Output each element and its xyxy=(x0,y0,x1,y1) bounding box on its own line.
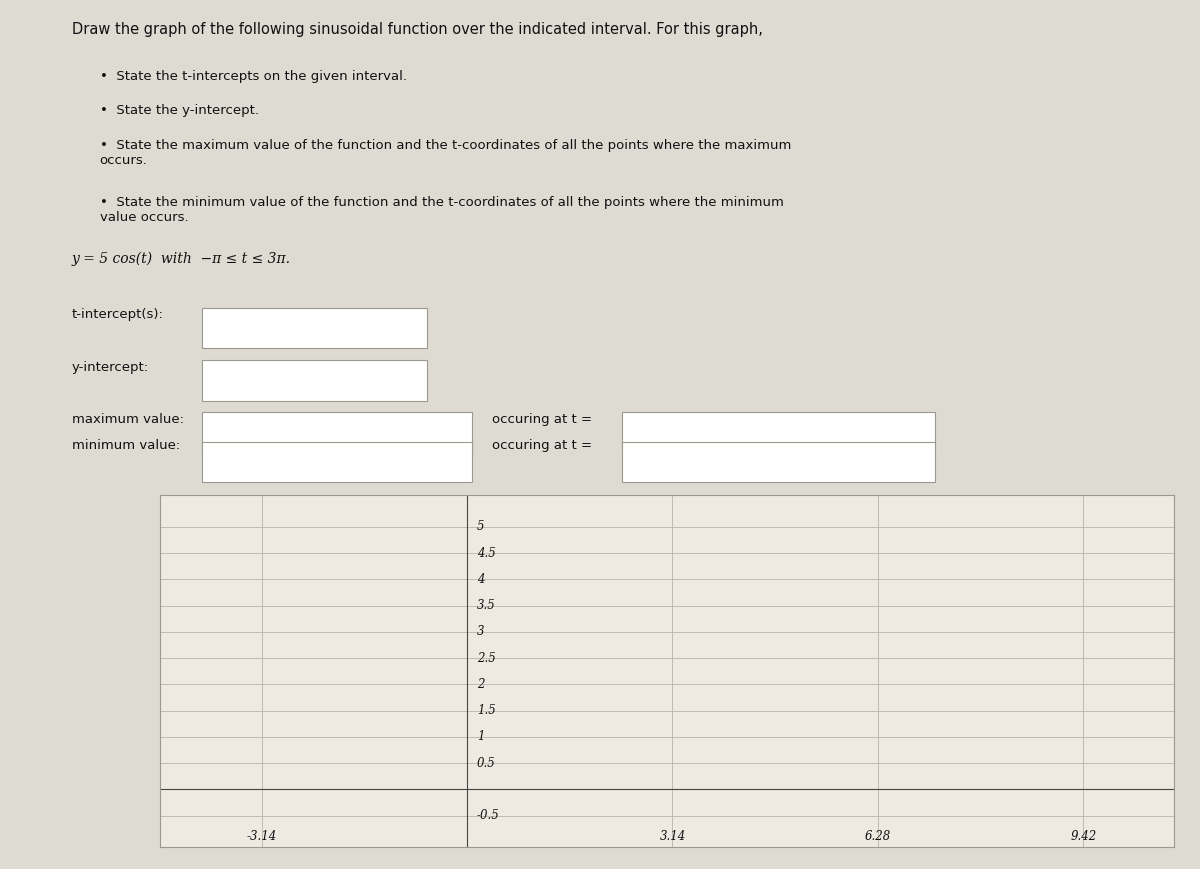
FancyBboxPatch shape xyxy=(203,412,472,453)
FancyBboxPatch shape xyxy=(203,308,427,348)
Text: •  State the y-intercept.: • State the y-intercept. xyxy=(100,104,259,117)
Text: occuring at t =: occuring at t = xyxy=(492,413,592,426)
Text: maximum value:: maximum value: xyxy=(72,413,184,426)
Text: 4.5: 4.5 xyxy=(476,547,496,560)
Text: y-intercept:: y-intercept: xyxy=(72,361,149,374)
Text: -3.14: -3.14 xyxy=(246,830,277,843)
Text: minimum value:: minimum value: xyxy=(72,440,180,452)
Text: 9.42: 9.42 xyxy=(1070,830,1097,843)
Text: occuring at t =: occuring at t = xyxy=(492,440,592,452)
Text: t-intercept(s):: t-intercept(s): xyxy=(72,308,164,322)
Text: •  State the maximum value of the function and the t-coordinates of all the poin: • State the maximum value of the functio… xyxy=(100,139,791,167)
FancyBboxPatch shape xyxy=(203,360,427,401)
FancyBboxPatch shape xyxy=(622,442,935,482)
Text: 6.28: 6.28 xyxy=(865,830,892,843)
Text: 5: 5 xyxy=(476,521,485,534)
Text: •  State the t-intercepts on the given interval.: • State the t-intercepts on the given in… xyxy=(100,70,407,83)
Text: 3.14: 3.14 xyxy=(659,830,685,843)
Text: 0.5: 0.5 xyxy=(476,757,496,770)
Text: 2: 2 xyxy=(476,678,485,691)
Text: Draw the graph of the following sinusoidal function over the indicated interval.: Draw the graph of the following sinusoid… xyxy=(72,22,763,36)
Text: 2.5: 2.5 xyxy=(476,652,496,665)
Text: 4: 4 xyxy=(476,573,485,586)
Text: 1.5: 1.5 xyxy=(476,704,496,717)
Text: -0.5: -0.5 xyxy=(476,809,499,822)
Text: 3: 3 xyxy=(476,626,485,639)
Text: •  State the minimum value of the function and the t-coordinates of all the poin: • State the minimum value of the functio… xyxy=(100,196,784,223)
Text: 3.5: 3.5 xyxy=(476,599,496,612)
FancyBboxPatch shape xyxy=(203,442,472,482)
FancyBboxPatch shape xyxy=(622,412,935,453)
Text: 1: 1 xyxy=(476,731,485,744)
Text: y = 5 cos(t)  with  −π ≤ t ≤ 3π.: y = 5 cos(t) with −π ≤ t ≤ 3π. xyxy=(72,252,292,267)
